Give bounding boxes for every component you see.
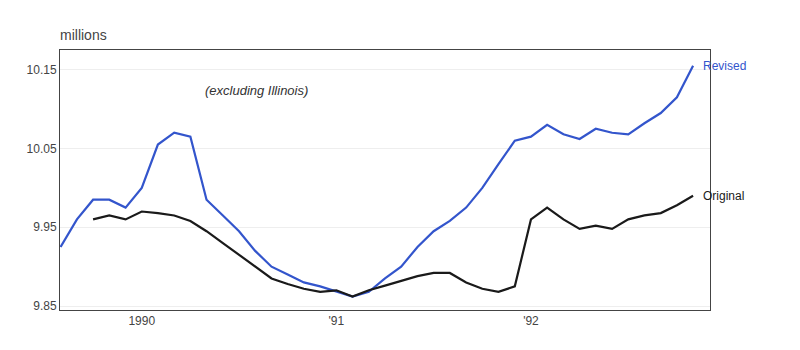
- svg-text:(excluding Illinois): (excluding Illinois): [205, 83, 308, 98]
- svg-text:'92: '92: [523, 314, 539, 328]
- svg-text:millions: millions: [60, 27, 107, 43]
- svg-text:Original: Original: [703, 189, 744, 203]
- svg-text:10.15: 10.15: [27, 63, 57, 77]
- svg-text:Revised: Revised: [703, 59, 746, 73]
- svg-text:1990: 1990: [128, 314, 155, 328]
- svg-text:'91: '91: [329, 314, 345, 328]
- svg-text:10.05: 10.05: [27, 142, 57, 156]
- svg-text:9.95: 9.95: [33, 220, 57, 234]
- svg-text:9.85: 9.85: [33, 299, 57, 313]
